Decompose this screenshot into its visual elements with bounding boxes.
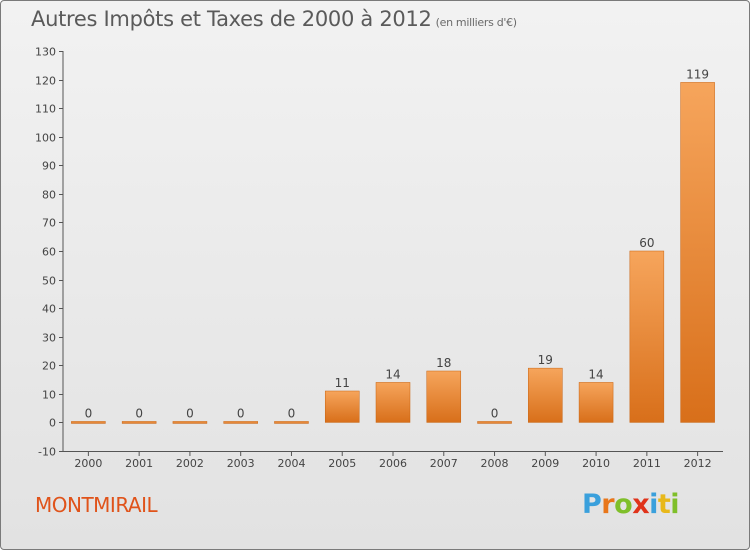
bar-value-label: 0 (186, 406, 194, 420)
chart-title: Autres Impôts et Taxes de 2000 à 2012 (en… (31, 7, 517, 31)
y-tick-label: 70 (42, 217, 56, 230)
y-tick-label: 100 (35, 132, 56, 145)
commune-name: MONTMIRAIL (35, 493, 158, 517)
bar-value-label: 0 (135, 406, 143, 420)
bar (121, 421, 157, 424)
y-tick-label: 40 (42, 303, 56, 316)
bar (477, 421, 512, 424)
y-tick-label: 120 (35, 75, 56, 88)
bar (274, 421, 309, 424)
x-tick-label: 2002 (176, 457, 204, 470)
data-labels: 0 0 0 0 0 11 14 18 0 19 14 60 119 (85, 67, 710, 420)
x-tick-label: 2010 (582, 457, 610, 470)
y-axis: -10 0 10 20 30 40 50 60 70 80 90 100 110 120 130 (35, 46, 64, 459)
y-tick-label: 20 (42, 360, 56, 373)
y-tick-label: 50 (42, 275, 56, 288)
y-tick-label: 80 (42, 189, 56, 202)
bar (375, 382, 411, 423)
y-tick-label: 90 (42, 160, 56, 173)
bar-value-label: 18 (436, 356, 451, 370)
y-tick-label: 110 (35, 103, 56, 116)
x-tick-label: 2004 (277, 457, 305, 470)
x-tick-label: 2000 (74, 457, 102, 470)
y-tick-label: 60 (42, 246, 56, 259)
proxiti-logo[interactable]: Proxiti (582, 489, 680, 520)
bar (71, 421, 106, 424)
x-axis: 2000 2001 2002 2003 2004 2005 2006 2007 2008 2009… (63, 451, 723, 470)
y-tick-label: -10 (38, 446, 56, 459)
bar-value-label: 19 (538, 353, 553, 367)
x-tick-label: 2001 (125, 457, 153, 470)
bar-value-label: 14 (588, 367, 603, 381)
y-tick-label: 130 (35, 46, 56, 59)
chart-title-text: Autres Impôts et Taxes de 2000 à 2012 (31, 7, 432, 31)
bar (578, 382, 614, 423)
y-tick-label: 0 (49, 417, 56, 430)
x-tick-label: 2006 (379, 457, 407, 470)
logo-letter: i (670, 489, 680, 520)
bar (324, 390, 360, 423)
logo-letter: o (614, 489, 633, 520)
x-tick-label: 2003 (227, 457, 255, 470)
bar-value-label: 14 (385, 367, 400, 381)
x-tick-label: 2011 (633, 457, 661, 470)
x-tick-label: 2008 (481, 457, 509, 470)
x-tick-label: 2005 (328, 457, 356, 470)
logo-letter: x (632, 489, 650, 520)
bars (71, 82, 715, 424)
x-tick-label: 2007 (430, 457, 458, 470)
bar (629, 250, 665, 423)
bar-value-label: 0 (491, 406, 499, 420)
bar-value-label: 0 (237, 406, 245, 420)
y-tick-label: 30 (42, 332, 56, 345)
x-tick-label: 2009 (531, 457, 559, 470)
bar-value-label: 60 (639, 236, 654, 250)
bar-value-label: 0 (85, 406, 93, 420)
logo-letter: P (582, 489, 602, 520)
bar (426, 370, 462, 423)
bar (172, 421, 208, 424)
chart-unit: (en milliers d'€) (435, 16, 517, 29)
bar-value-label: 0 (288, 406, 296, 420)
bar (528, 367, 563, 423)
x-tick-label: 2012 (684, 457, 712, 470)
bar-value-label: 119 (686, 67, 709, 81)
logo-letter: r (601, 489, 615, 520)
bar-value-label: 11 (335, 376, 350, 390)
logo-letter: t (657, 489, 671, 520)
y-tick-label: 10 (42, 389, 56, 402)
bar (223, 421, 258, 424)
bar (680, 82, 715, 423)
logo-letter: i (649, 489, 658, 520)
